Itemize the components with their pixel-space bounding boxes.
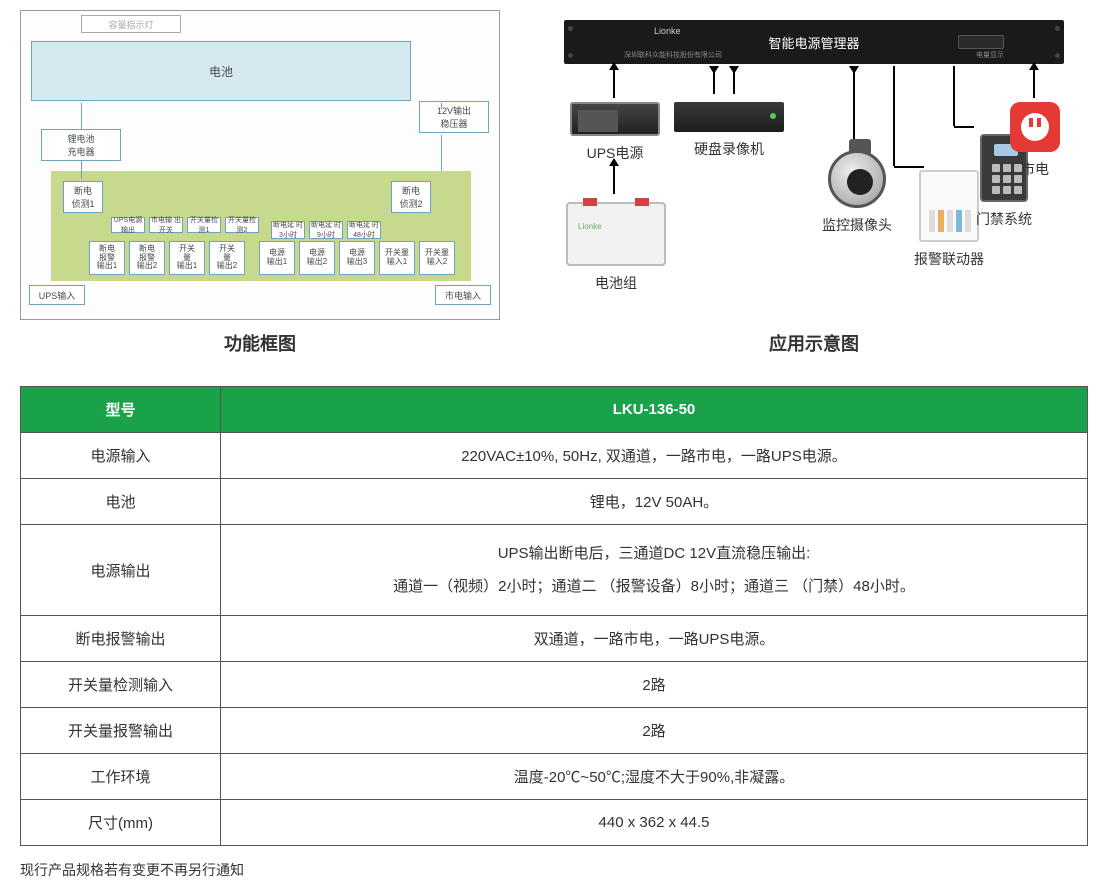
battery-icon: Lionke (566, 202, 666, 266)
table-row: 电源输出UPS输出断电后，三通道DC 12V直流稳压输出: 通道一（视频）2小时… (21, 525, 1088, 616)
row-value: 220VAC±10%, 50Hz, 双通道，一路市电，一路UPS电源。 (221, 433, 1088, 479)
spec-table: 型号 LKU-136-50 电源输入220VAC±10%, 50Hz, 双通道，… (20, 386, 1088, 846)
alarm-icon (919, 170, 979, 242)
application-diagram-caption: 应用示意图 (769, 330, 859, 356)
device-ups: UPS电源 (570, 102, 660, 163)
fd-row-8: 开关量 输入2 (419, 241, 455, 275)
spec-header-value: LKU-136-50 (221, 387, 1088, 433)
fd-row-2: 开关 量 输出1 (169, 241, 205, 275)
rack-disp-label: 电量显示 (976, 50, 1004, 60)
fd-row-6: 电源 输出3 (339, 241, 375, 275)
row-value: 440 x 362 x 44.5 (221, 800, 1088, 846)
device-battery: Lionke 电池组 (566, 202, 666, 293)
mains-label: 市电 (1010, 159, 1060, 179)
row-value: 双通道，一路市电，一路UPS电源。 (221, 616, 1088, 662)
fd-row-5: 电源 输出2 (299, 241, 335, 275)
application-diagram-block: Lionke 智能电源管理器 深圳联科众能科技股份有限公司 电量显示 UPS电源 (540, 10, 1088, 356)
rack-title: 智能电源管理器 (768, 33, 859, 52)
device-camera: 监控摄像头 (822, 150, 892, 235)
spec-tbody: 电源输入220VAC±10%, 50Hz, 双通道，一路市电，一路UPS电源。 … (21, 433, 1088, 846)
device-mains: 市电 (1010, 102, 1060, 179)
dvr-label: 硬盘录像机 (674, 139, 784, 159)
camera-label: 监控摄像头 (822, 215, 892, 235)
row-value: 温度-20℃~50℃;湿度不大于90%,非凝露。 (221, 754, 1088, 800)
battery-label: 电池组 (566, 273, 666, 293)
fd-ups-in: UPS输入 (29, 285, 85, 305)
alarm-label: 报警联动器 (914, 249, 984, 269)
application-diagram: Lionke 智能电源管理器 深圳联科众能科技股份有限公司 电量显示 UPS电源 (544, 10, 1084, 320)
function-diagram-block: 容量指示灯 电池 12V输出 稳压器 锂电池 充电器 断电 侦测1 断电 侦测2… (20, 10, 500, 356)
fd-mains-in: 市电输入 (435, 285, 491, 305)
fd-mid-2: 断电延 时48小时 (347, 221, 381, 239)
row-value: 锂电，12V 50AH。 (221, 479, 1088, 525)
function-diagram-caption: 功能框图 (224, 330, 296, 356)
row-label: 断电报警输出 (21, 616, 221, 662)
fd-battery: 电池 (31, 41, 411, 101)
table-row: 断电报警输出双通道，一路市电，一路UPS电源。 (21, 616, 1088, 662)
ups-icon (570, 102, 660, 136)
table-row: 开关量检测输入2路 (21, 662, 1088, 708)
door-label: 门禁系统 (976, 209, 1032, 229)
function-diagram: 容量指示灯 电池 12V输出 稳压器 锂电池 充电器 断电 侦测1 断电 侦测2… (20, 10, 500, 320)
dvr-icon (674, 102, 784, 132)
spec-header-row: 型号 LKU-136-50 (21, 387, 1088, 433)
top-diagrams-section: 容量指示灯 电池 12V输出 稳压器 锂电池 充电器 断电 侦测1 断电 侦测2… (20, 10, 1088, 356)
fd-tiny-1: 市电输 出开关 (149, 217, 183, 233)
fd-row-1: 断电 报警 输出2 (129, 241, 165, 275)
fd-12v-out: 12V输出 稳压器 (419, 101, 489, 133)
row-value: 2路 (221, 662, 1088, 708)
row-label: 电源输入 (21, 433, 221, 479)
fd-mid-0: 断电延 时3小时 (271, 221, 305, 239)
fd-row-0: 断电 报警 输出1 (89, 241, 125, 275)
rack-unit: Lionke 智能电源管理器 深圳联科众能科技股份有限公司 电量显示 (574, 20, 1054, 64)
row-label: 开关量报警输出 (21, 708, 221, 754)
fd-tiny-0: UPS电源 输出 (111, 217, 145, 233)
fd-tiny-3: 开关量检 测2 (225, 217, 259, 233)
fd-mid-1: 断电延 时9小时 (309, 221, 343, 239)
row-label: 开关量检测输入 (21, 662, 221, 708)
fd-detect2: 断电 侦测2 (391, 181, 431, 213)
rack-sub: 深圳联科众能科技股份有限公司 (624, 50, 722, 60)
row-value: UPS输出断电后，三通道DC 12V直流稳压输出: 通道一（视频）2小时；通道二… (221, 525, 1088, 616)
plug-icon (1010, 102, 1060, 152)
row-label: 电源输出 (21, 525, 221, 616)
row-label: 工作环境 (21, 754, 221, 800)
fd-row-4: 电源 输出1 (259, 241, 295, 275)
fd-detect1: 断电 侦测1 (63, 181, 103, 213)
row-value: 2路 (221, 708, 1088, 754)
table-row: 尺寸(mm)440 x 362 x 44.5 (21, 800, 1088, 846)
fd-row-7: 开关量 输入1 (379, 241, 415, 275)
spec-header-label: 型号 (21, 387, 221, 433)
fd-charger: 锂电池 充电器 (41, 129, 121, 161)
fd-tiny-2: 开关量检 测1 (187, 217, 221, 233)
camera-icon (828, 150, 886, 208)
fd-row-3: 开关 量 输出2 (209, 241, 245, 275)
table-row: 电池锂电，12V 50AH。 (21, 479, 1088, 525)
table-row: 开关量报警输出2路 (21, 708, 1088, 754)
device-alarm: 报警联动器 (914, 170, 984, 269)
row-label: 电池 (21, 479, 221, 525)
footnote: 现行产品规格若有变更不再另行通知 (20, 860, 1088, 880)
table-row: 电源输入220VAC±10%, 50Hz, 双通道，一路市电，一路UPS电源。 (21, 433, 1088, 479)
rack-brand: Lionke (654, 26, 681, 36)
device-dvr: 硬盘录像机 (674, 102, 784, 159)
fd-capacity-indicator: 容量指示灯 (81, 15, 181, 33)
row-label: 尺寸(mm) (21, 800, 221, 846)
table-row: 工作环境温度-20℃~50℃;湿度不大于90%,非凝露。 (21, 754, 1088, 800)
